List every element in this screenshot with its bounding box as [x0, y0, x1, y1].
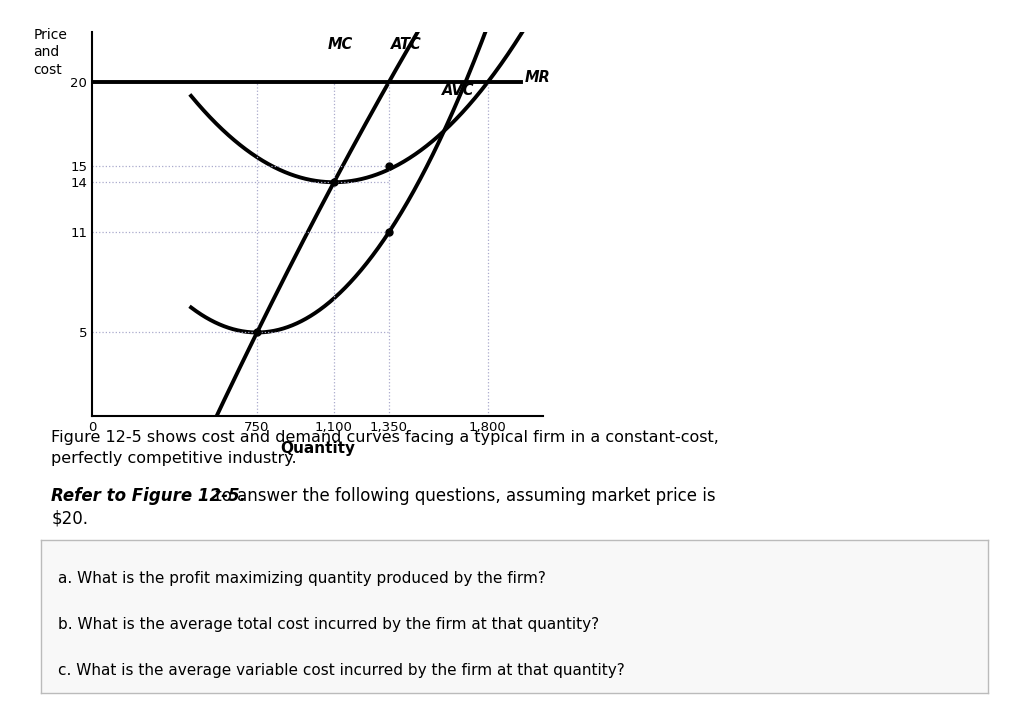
Text: Price
and
cost: Price and cost	[34, 28, 68, 77]
Text: to answer the following questions, assuming market price is: to answer the following questions, assum…	[210, 487, 716, 505]
Text: MC: MC	[328, 37, 353, 52]
Text: c. What is the average variable cost incurred by the firm at that quantity?: c. What is the average variable cost inc…	[58, 663, 625, 678]
Text: $20.: $20.	[51, 510, 88, 528]
X-axis label: Quantity: Quantity	[280, 441, 355, 456]
Text: a. What is the profit maximizing quantity produced by the firm?: a. What is the profit maximizing quantit…	[58, 571, 546, 586]
Text: ATC: ATC	[391, 37, 422, 52]
Text: Figure 12-5 shows cost and demand curves facing a typical firm in a constant-cos: Figure 12-5 shows cost and demand curves…	[51, 430, 719, 445]
Text: b. What is the average total cost incurred by the firm at that quantity?: b. What is the average total cost incurr…	[58, 617, 599, 632]
Text: AVC: AVC	[441, 83, 474, 98]
Text: perfectly competitive industry.: perfectly competitive industry.	[51, 451, 297, 466]
Text: Refer to Figure 12-5.: Refer to Figure 12-5.	[51, 487, 246, 505]
Text: MR: MR	[525, 70, 551, 85]
